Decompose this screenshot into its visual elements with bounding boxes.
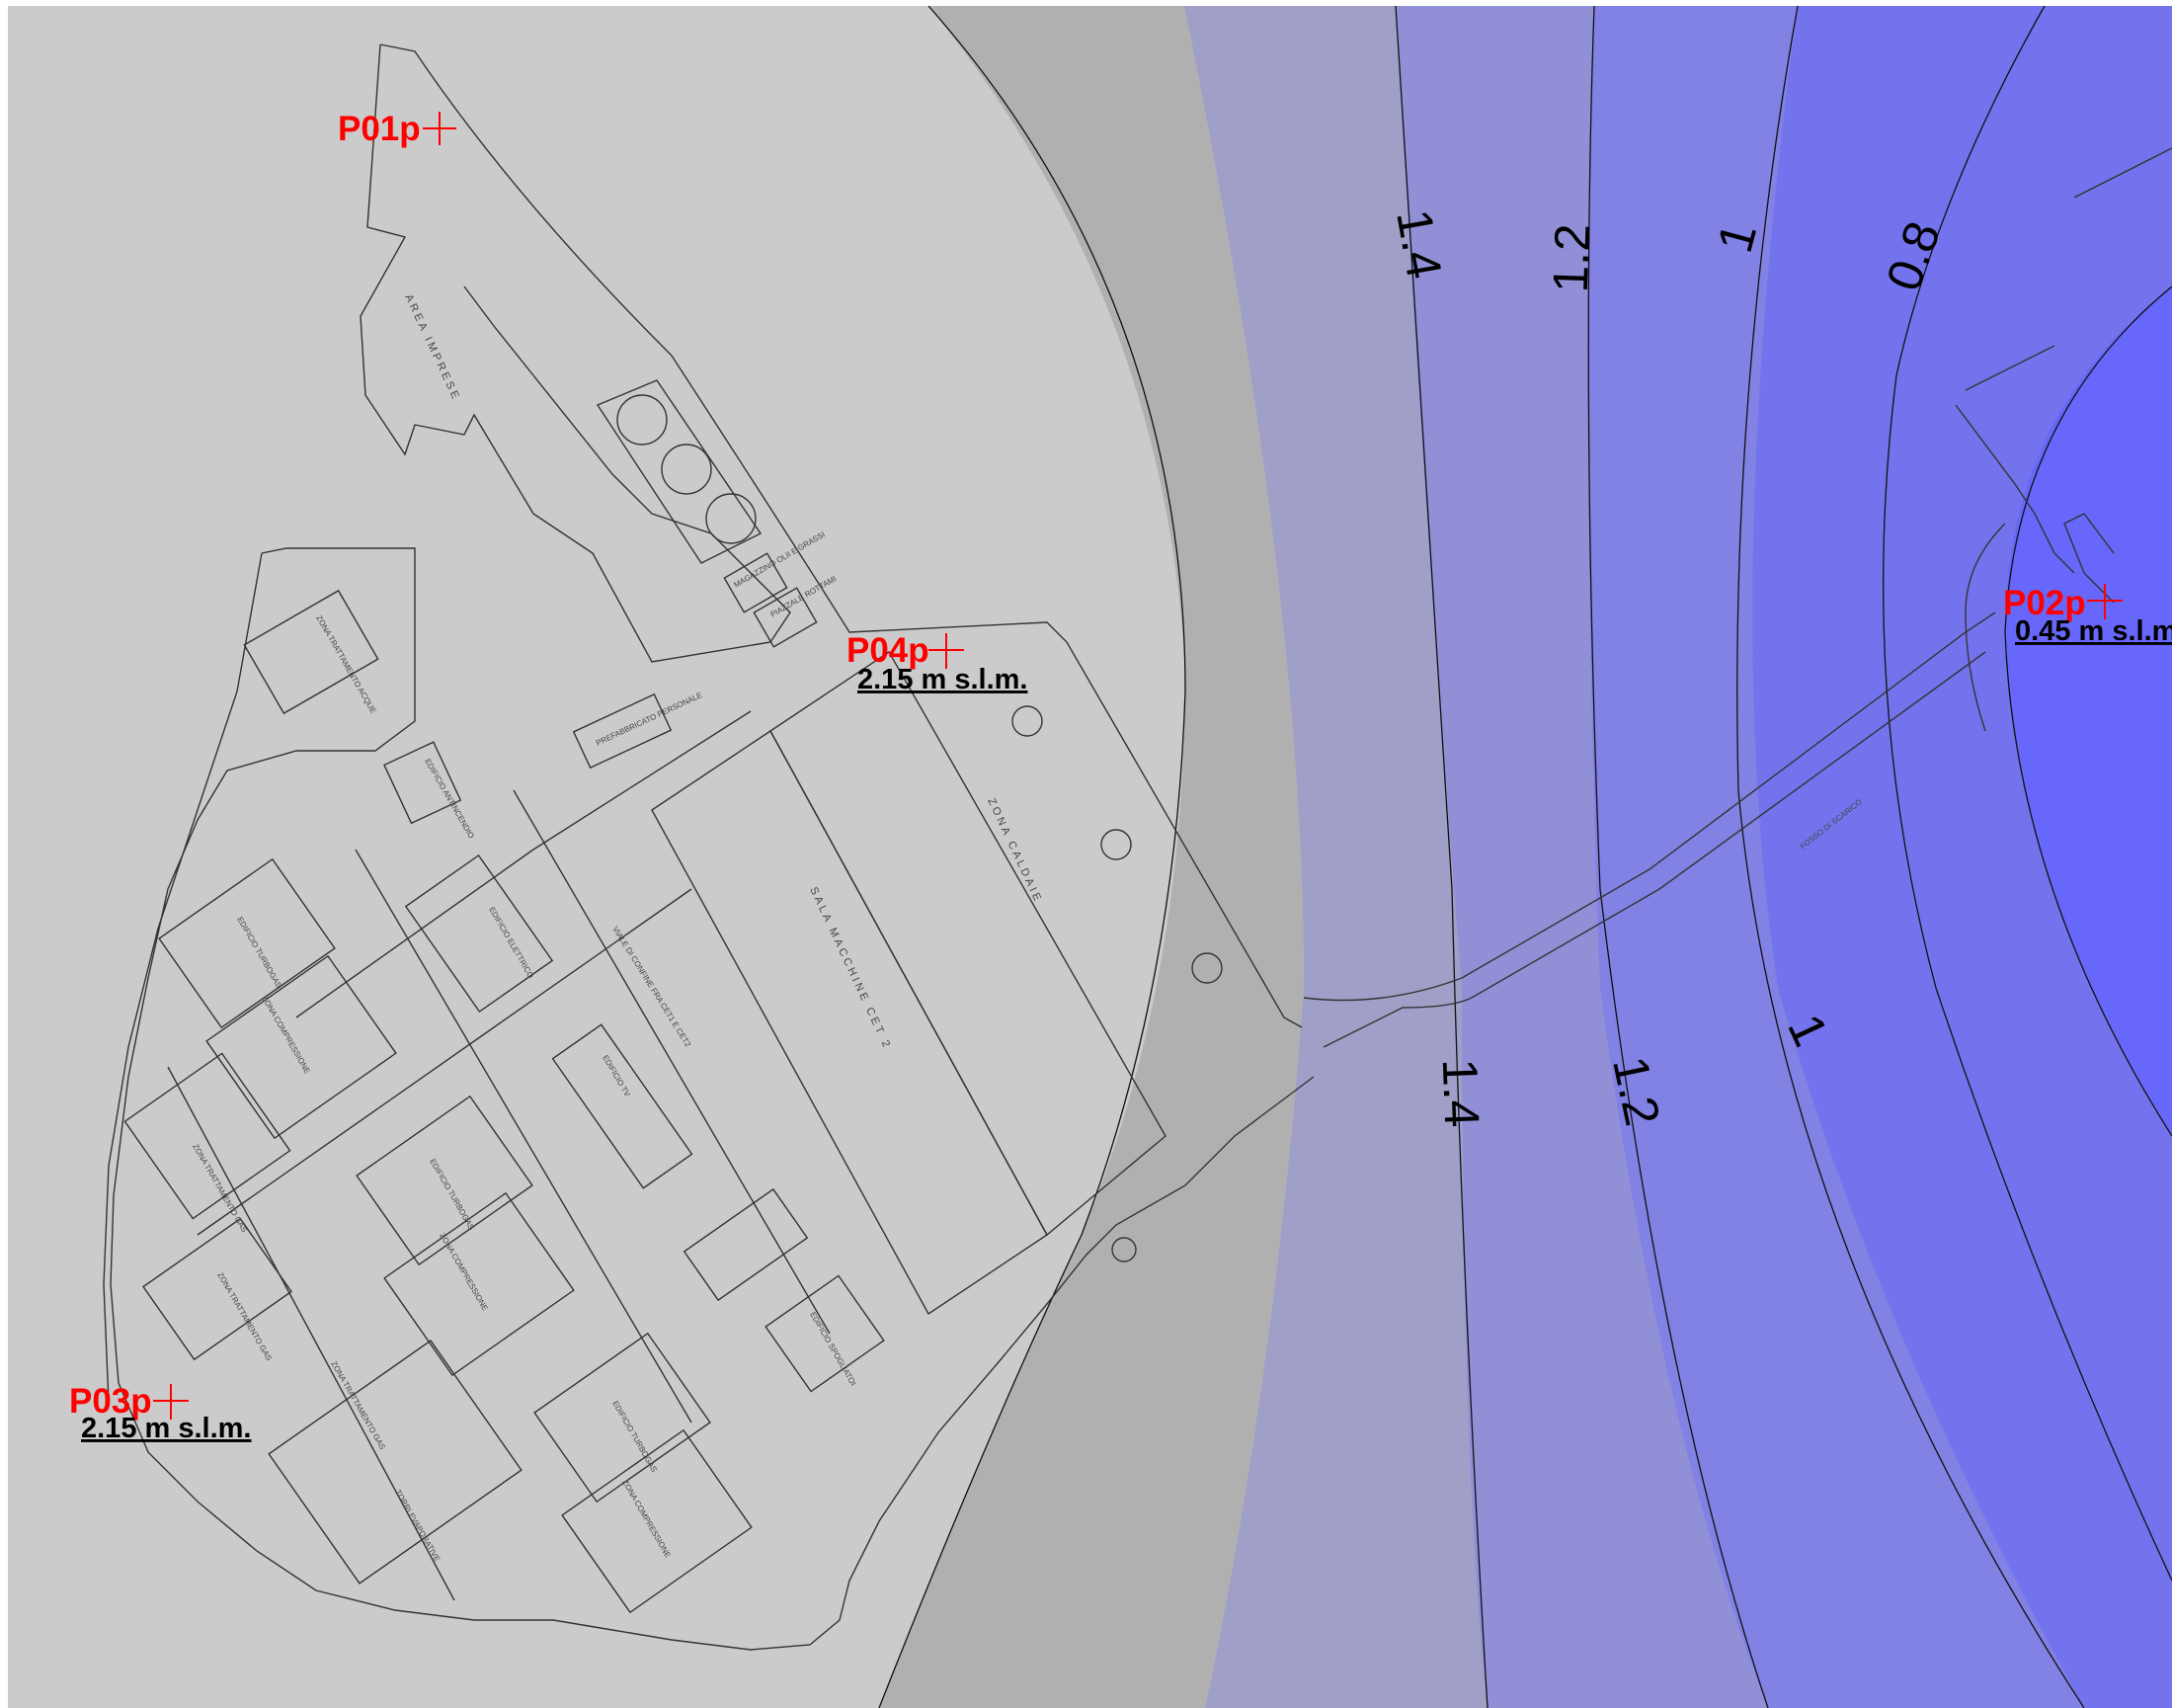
prefabbricato xyxy=(572,692,673,770)
point-label-p03p: P03p xyxy=(69,1382,152,1421)
edificio-spogliatoi xyxy=(764,1274,885,1393)
magazzino xyxy=(723,552,788,613)
edificio-turbogas-3 xyxy=(533,1332,711,1504)
edificio-elettrico xyxy=(404,854,554,1014)
point-label-p02p: P02p xyxy=(2003,584,2086,622)
elevation-label-p03p: 2.15 m s.l.m. xyxy=(81,1413,252,1444)
elevation-label-p02p: 0.45 m s.l.m. xyxy=(2015,615,2172,647)
pier-channel xyxy=(1303,611,1996,1002)
tank-area xyxy=(596,379,763,564)
internal-road-2 xyxy=(355,849,692,1423)
zona-compressione-2 xyxy=(383,1191,575,1377)
zona-compressione-3 xyxy=(561,1428,753,1614)
internal-road-4 xyxy=(295,710,752,1018)
plan-west-boundary xyxy=(360,43,791,663)
tank-2 xyxy=(661,444,712,495)
chimney-1 xyxy=(1011,705,1043,737)
survey-points: P01p P04p 2.15 m s.l.m. P03p 2.15 m s.l.… xyxy=(69,110,2172,1444)
tank-1 xyxy=(616,394,668,446)
well xyxy=(1111,1237,1137,1262)
point-label-p04p: P04p xyxy=(846,631,929,670)
point-p03p[interactable]: P03p 2.15 m s.l.m. xyxy=(69,1382,252,1444)
piazzale-rottami xyxy=(753,587,818,648)
zona-compressione-1 xyxy=(205,954,397,1140)
buffer-zone xyxy=(879,6,1304,1708)
internal-road-5 xyxy=(197,888,692,1236)
zona-trattamento-gas-2 xyxy=(142,1217,292,1361)
contour-1-2 xyxy=(1587,5,1769,1708)
zona-trattamento-gas-1 xyxy=(123,1052,291,1220)
plan-west-edge xyxy=(103,552,263,1404)
tank-3 xyxy=(705,493,757,544)
edificio-turbogas-2 xyxy=(356,1095,533,1266)
elevation-label-p04p: 2.15 m s.l.m. xyxy=(857,664,1028,695)
point-p04p[interactable]: P04p 2.15 m s.l.m. xyxy=(846,631,1028,695)
contour-labels: 1.4 1.2 1 0.8 1.4 1.2 1 xyxy=(1386,205,1951,1130)
zona-caldaie-outline xyxy=(769,651,1166,1237)
edificio-antincendio xyxy=(383,741,462,825)
pier-structure-4 xyxy=(1965,345,2055,391)
point-label-p01p: P01p xyxy=(338,110,421,148)
edificio-turbogas-1 xyxy=(158,857,336,1029)
contour-label-1-2-top: 1.2 xyxy=(1543,223,1600,293)
chimney-2 xyxy=(1100,829,1132,860)
contour-0-8 xyxy=(1883,5,2172,1582)
plan-north-wing xyxy=(379,43,1303,1028)
pier-structure xyxy=(1955,404,2075,574)
point-p02p[interactable]: P02p 0.45 m s.l.m. xyxy=(2003,584,2172,647)
torri-evaporative xyxy=(268,1340,523,1585)
pier-structure-2 xyxy=(1965,523,2006,732)
pier-channel-2 xyxy=(1323,651,1986,1048)
contour-0-6 xyxy=(2004,285,2172,1137)
zone-deep xyxy=(2005,286,2172,1136)
contour-label-1-4-bottom: 1.4 xyxy=(1432,1058,1489,1128)
plan-main-outline xyxy=(110,547,1315,1651)
edificio-tv xyxy=(551,1023,693,1189)
pier-structure-3 xyxy=(2073,147,2172,199)
internal-road-3 xyxy=(167,1066,455,1601)
internal-road-1 xyxy=(513,789,831,1335)
plant-plan xyxy=(103,43,2172,1651)
contour-1-0 xyxy=(1736,5,2085,1708)
point-p01p[interactable]: P01p xyxy=(338,110,456,148)
pier-structure-5 xyxy=(2063,513,2115,604)
zona-trattamento-acque xyxy=(243,589,379,715)
edificio-via xyxy=(683,1187,809,1302)
overlap-edge xyxy=(878,5,1186,1708)
chimney-3 xyxy=(1191,952,1223,984)
contour-label-1-4-top: 1.4 xyxy=(1386,205,1452,283)
